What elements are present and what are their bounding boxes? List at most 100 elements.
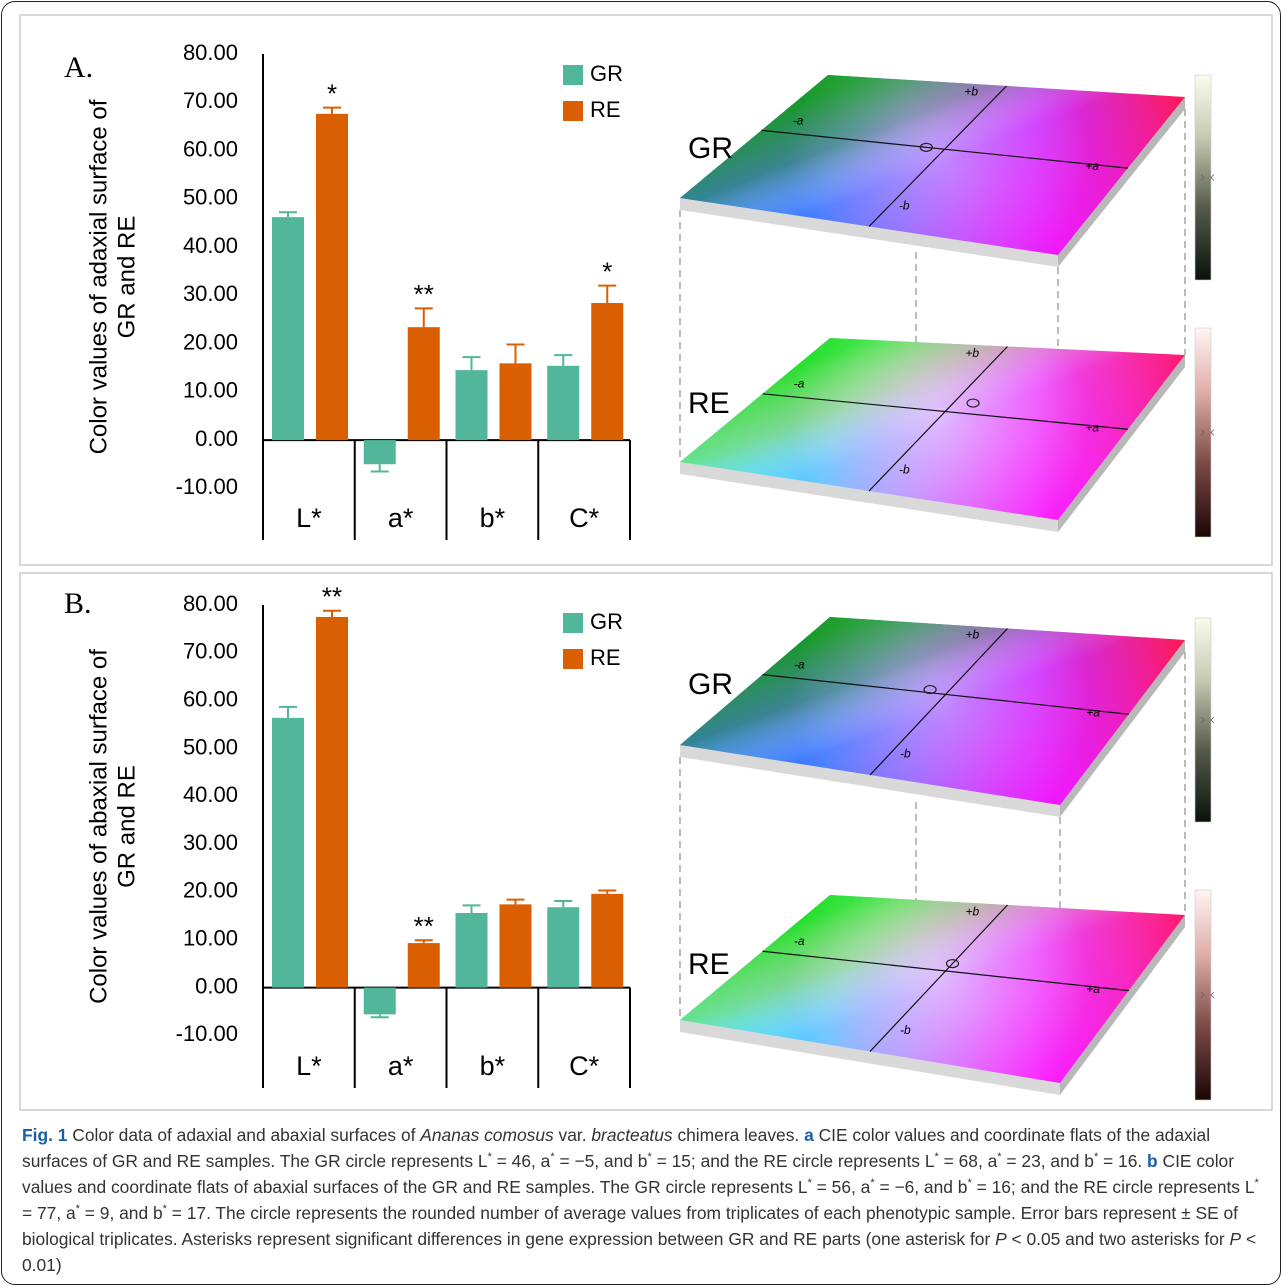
caption-text: < 0.01): [22, 1229, 1257, 1275]
caption-text: Color data of adaxial and abaxial surfac…: [67, 1125, 421, 1145]
caption: Fig. 1 Color data of adaxial and abaxial…: [22, 1122, 1270, 1278]
y-tick-label: -10.00: [176, 1021, 238, 1046]
legend-label: GR: [590, 609, 623, 634]
flat-axis-label: -b: [900, 1023, 911, 1037]
x-tick-label: L*: [296, 1051, 322, 1081]
significance-label: *: [602, 257, 612, 287]
caption-text: = 9, and b: [79, 1203, 163, 1223]
color-scale: [1194, 889, 1212, 1101]
error-bar: [323, 106, 341, 114]
error-bar: [370, 464, 389, 473]
bar: [547, 907, 580, 988]
figure: A.Color values of adaxial surface of GR a…: [19, 14, 1273, 1111]
caption-text: *: [870, 1177, 875, 1190]
color-scale-marker: [1200, 991, 1215, 999]
panel-label: A.: [64, 51, 93, 84]
bar: [363, 440, 396, 465]
flat-axis-label: -a: [794, 376, 805, 390]
origin-circle: [945, 958, 960, 969]
caption-text: = 15; and the RE circle represents L: [651, 1151, 935, 1171]
legend-swatch: [563, 101, 583, 121]
y-tick-label: 20.00: [183, 878, 238, 903]
caption-text: *: [75, 1203, 80, 1216]
y-tick-label: 10.00: [183, 926, 238, 951]
caption-text: *: [1254, 1177, 1259, 1190]
y-tick-label: 70.00: [183, 88, 238, 113]
caption-text: P: [1229, 1229, 1242, 1249]
error-bar: [370, 1014, 389, 1019]
flat-edge: [1060, 915, 1185, 1095]
caption-text: Ananas comosus: [420, 1125, 554, 1145]
flat-edge: [680, 1020, 1060, 1095]
color-scale: [1194, 617, 1212, 823]
legend-label: RE: [590, 97, 621, 122]
y-tick-label: 30.00: [183, 830, 238, 855]
flat-axis: [868, 346, 1008, 492]
caption-text: *: [487, 1151, 492, 1164]
caption-text: *: [934, 1151, 939, 1164]
flat-axis-label: -b: [899, 462, 910, 476]
y-tick-label: 0.00: [195, 426, 238, 451]
caption-text: = 56, a: [811, 1177, 871, 1197]
error-bar: [279, 211, 297, 218]
flat-axis-label: +a: [1085, 421, 1099, 435]
y-tick-label: 0.00: [195, 973, 238, 998]
legend-label: GR: [590, 61, 623, 86]
origin-circle: [966, 398, 980, 408]
flat-axis: [869, 628, 1008, 776]
significance-label: **: [322, 582, 342, 612]
flat-axis-label: +b: [964, 85, 978, 99]
significance-label: *: [327, 78, 337, 108]
y-tick-label: 60.00: [183, 136, 238, 161]
caption-text: CIE color values and coordinate flats of…: [22, 1125, 1211, 1171]
color-flat: [680, 895, 1185, 1083]
caption-text: *: [550, 1151, 555, 1164]
caption-text: *: [807, 1177, 812, 1190]
error-bar: [462, 904, 481, 913]
bar: [363, 987, 396, 1015]
x-tick-label: b*: [480, 1051, 506, 1081]
x-tick-label: C*: [569, 503, 599, 533]
caption-text: < 0.05 and two asterisks for: [1006, 1229, 1230, 1249]
caption-text: = −5, and b: [554, 1151, 648, 1171]
y-tick-label: 80.00: [183, 40, 238, 65]
legend-swatch: [563, 65, 583, 85]
bar: [455, 912, 488, 988]
caption-text: = 77, a: [22, 1203, 76, 1223]
color-scale: [1194, 327, 1212, 538]
y-tick-label: 80.00: [183, 591, 238, 616]
flat-label: GR: [688, 668, 733, 701]
error-bar: [323, 609, 341, 617]
flat-axis-label: -b: [899, 198, 910, 212]
flat-axis-label: -a: [794, 934, 805, 948]
error-bar: [554, 900, 573, 908]
error-bar: [506, 343, 525, 364]
y-axis-label: Color values of abaxial surface of: [85, 649, 112, 1004]
caption-text: *: [162, 1203, 167, 1216]
caption-text: a: [804, 1125, 814, 1145]
error-bar: [598, 284, 617, 304]
y-tick-label: 30.00: [183, 281, 238, 306]
flat-label: RE: [688, 387, 730, 420]
y-tick-label: 60.00: [183, 686, 238, 711]
caption-text: = 68, a: [938, 1151, 998, 1171]
flat-axis: [869, 904, 1008, 1052]
caption-text: *: [997, 1151, 1002, 1164]
origin-circle: [919, 142, 933, 152]
y-tick-label: 50.00: [183, 734, 238, 759]
bar: [499, 904, 532, 988]
panel-label: B.: [64, 587, 92, 620]
bar: [316, 616, 348, 988]
y-tick-label: 10.00: [183, 378, 238, 403]
caption-text: = 16; and the RE circle represents L: [971, 1177, 1255, 1197]
panel-box: [19, 14, 1273, 566]
bar: [272, 217, 304, 441]
caption-text: var.: [553, 1125, 592, 1145]
flat-axis: [868, 85, 1007, 227]
flat-axis-label: -a: [794, 657, 805, 671]
flat-axis-label: +b: [965, 904, 979, 918]
flat-axis-label: +b: [965, 346, 979, 360]
caption-text: = 46, a: [491, 1151, 551, 1171]
y-tick-label: -10.00: [176, 474, 238, 499]
error-bar: [414, 939, 433, 944]
